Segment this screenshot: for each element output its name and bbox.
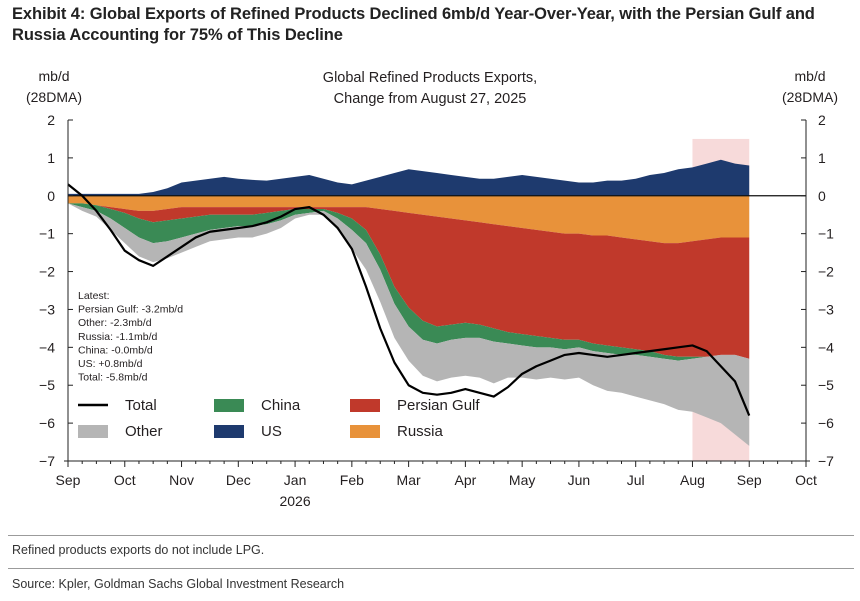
area-persian-gulf	[68, 203, 750, 359]
annotation-line: Persian Gulf: -3.2mb/d	[78, 304, 183, 316]
y-tick-label-left: −4	[39, 339, 55, 355]
legend-label-russia: Russia	[397, 423, 444, 440]
y-tick-label-right: 2	[818, 112, 826, 128]
y-unit-right-sub: (28DMA)	[782, 89, 838, 105]
x-tick-label: Apr	[454, 472, 476, 488]
y-unit-right: mb/d	[794, 68, 825, 84]
y-tick-label-right: −1	[818, 226, 834, 242]
exhibit-title: Exhibit 4: Global Exports of Refined Pro…	[12, 5, 815, 44]
source-divider	[8, 568, 854, 569]
legend-label-china: China	[261, 397, 301, 414]
y-unit-left-sub: (28DMA)	[26, 89, 82, 105]
legend-swatch-persian-gulf	[350, 399, 380, 412]
y-tick-label-right: 0	[818, 188, 826, 204]
annotation-line: US: +0.8mb/d	[78, 358, 143, 370]
y-tick-label-left: −1	[39, 226, 55, 242]
y-tick-label-left: −7	[39, 453, 55, 469]
y-tick-label-right: −4	[818, 339, 834, 355]
x-tick-label: Mar	[397, 472, 421, 488]
x-tick-label: Sep	[56, 472, 81, 488]
annotation-line: Latest:	[78, 290, 110, 302]
x-tick-label: Jun	[568, 472, 591, 488]
y-tick-label-right: −5	[818, 377, 834, 393]
area-china	[68, 203, 750, 361]
area-us	[68, 159, 750, 196]
legend-label-total: Total	[125, 397, 157, 414]
y-tick-label-right: −6	[818, 415, 834, 431]
y-tick-label-left: 0	[47, 188, 55, 204]
x-tick-label: Dec	[226, 472, 251, 488]
legend-swatch-other	[78, 425, 108, 438]
legend-label-persian-gulf: Persian Gulf	[397, 397, 480, 414]
x-tick-label: Feb	[340, 472, 364, 488]
legend-swatch-us	[214, 425, 244, 438]
x-tick-label: Oct	[795, 472, 817, 488]
x-year-label: 2026	[279, 493, 310, 509]
footnote: Refined products exports do not include …	[12, 543, 265, 557]
y-tick-label-left: −5	[39, 377, 55, 393]
legend-swatch-china	[214, 399, 244, 412]
y-tick-label-left: −3	[39, 301, 55, 317]
annotation-line: Russia: -1.1mb/d	[78, 331, 158, 343]
y-tick-label-left: −6	[39, 415, 55, 431]
legend-label-us: US	[261, 423, 282, 440]
y-tick-label-left: 1	[47, 150, 55, 166]
annotation-line: Total: -5.8mb/d	[78, 372, 148, 384]
chart-container: 2 2 1 1 0 0 −1 −1 −2 −2 −3 −3 −4 −4 −5 −5 −6 −6 −7 −7 Sep Oct…	[0, 58, 860, 528]
y-tick-label-left: −2	[39, 264, 55, 280]
y-tick-label-left: 2	[47, 112, 55, 128]
x-tick-label: Jan	[284, 472, 307, 488]
x-tick-label: Nov	[169, 472, 194, 488]
legend-swatch-russia	[350, 425, 380, 438]
area-russia	[68, 195, 750, 244]
chart-title: Change from August 27, 2025	[334, 91, 527, 107]
annotation-line: China: -0.0mb/d	[78, 344, 153, 356]
y-tick-label-right: 1	[818, 150, 826, 166]
y-tick-label-right: −2	[818, 264, 834, 280]
source-note: Source: Kpler, Goldman Sachs Global Inve…	[12, 577, 345, 591]
y-tick-label-right: −7	[818, 453, 834, 469]
footnote-divider	[8, 535, 854, 536]
x-tick-label: Jul	[627, 472, 645, 488]
total-line	[67, 183, 751, 416]
x-tick-label: Oct	[114, 472, 136, 488]
x-tick-label: Aug	[680, 472, 705, 488]
y-unit-left: mb/d	[38, 68, 69, 84]
legend-label-other: Other	[125, 423, 163, 440]
x-tick-label: May	[509, 472, 535, 488]
y-tick-label-right: −3	[818, 301, 834, 317]
chart-title: Global Refined Products Exports,	[323, 70, 537, 86]
annotation-line: Other: -2.3mb/d	[78, 317, 152, 329]
x-tick-label: Sep	[737, 472, 762, 488]
